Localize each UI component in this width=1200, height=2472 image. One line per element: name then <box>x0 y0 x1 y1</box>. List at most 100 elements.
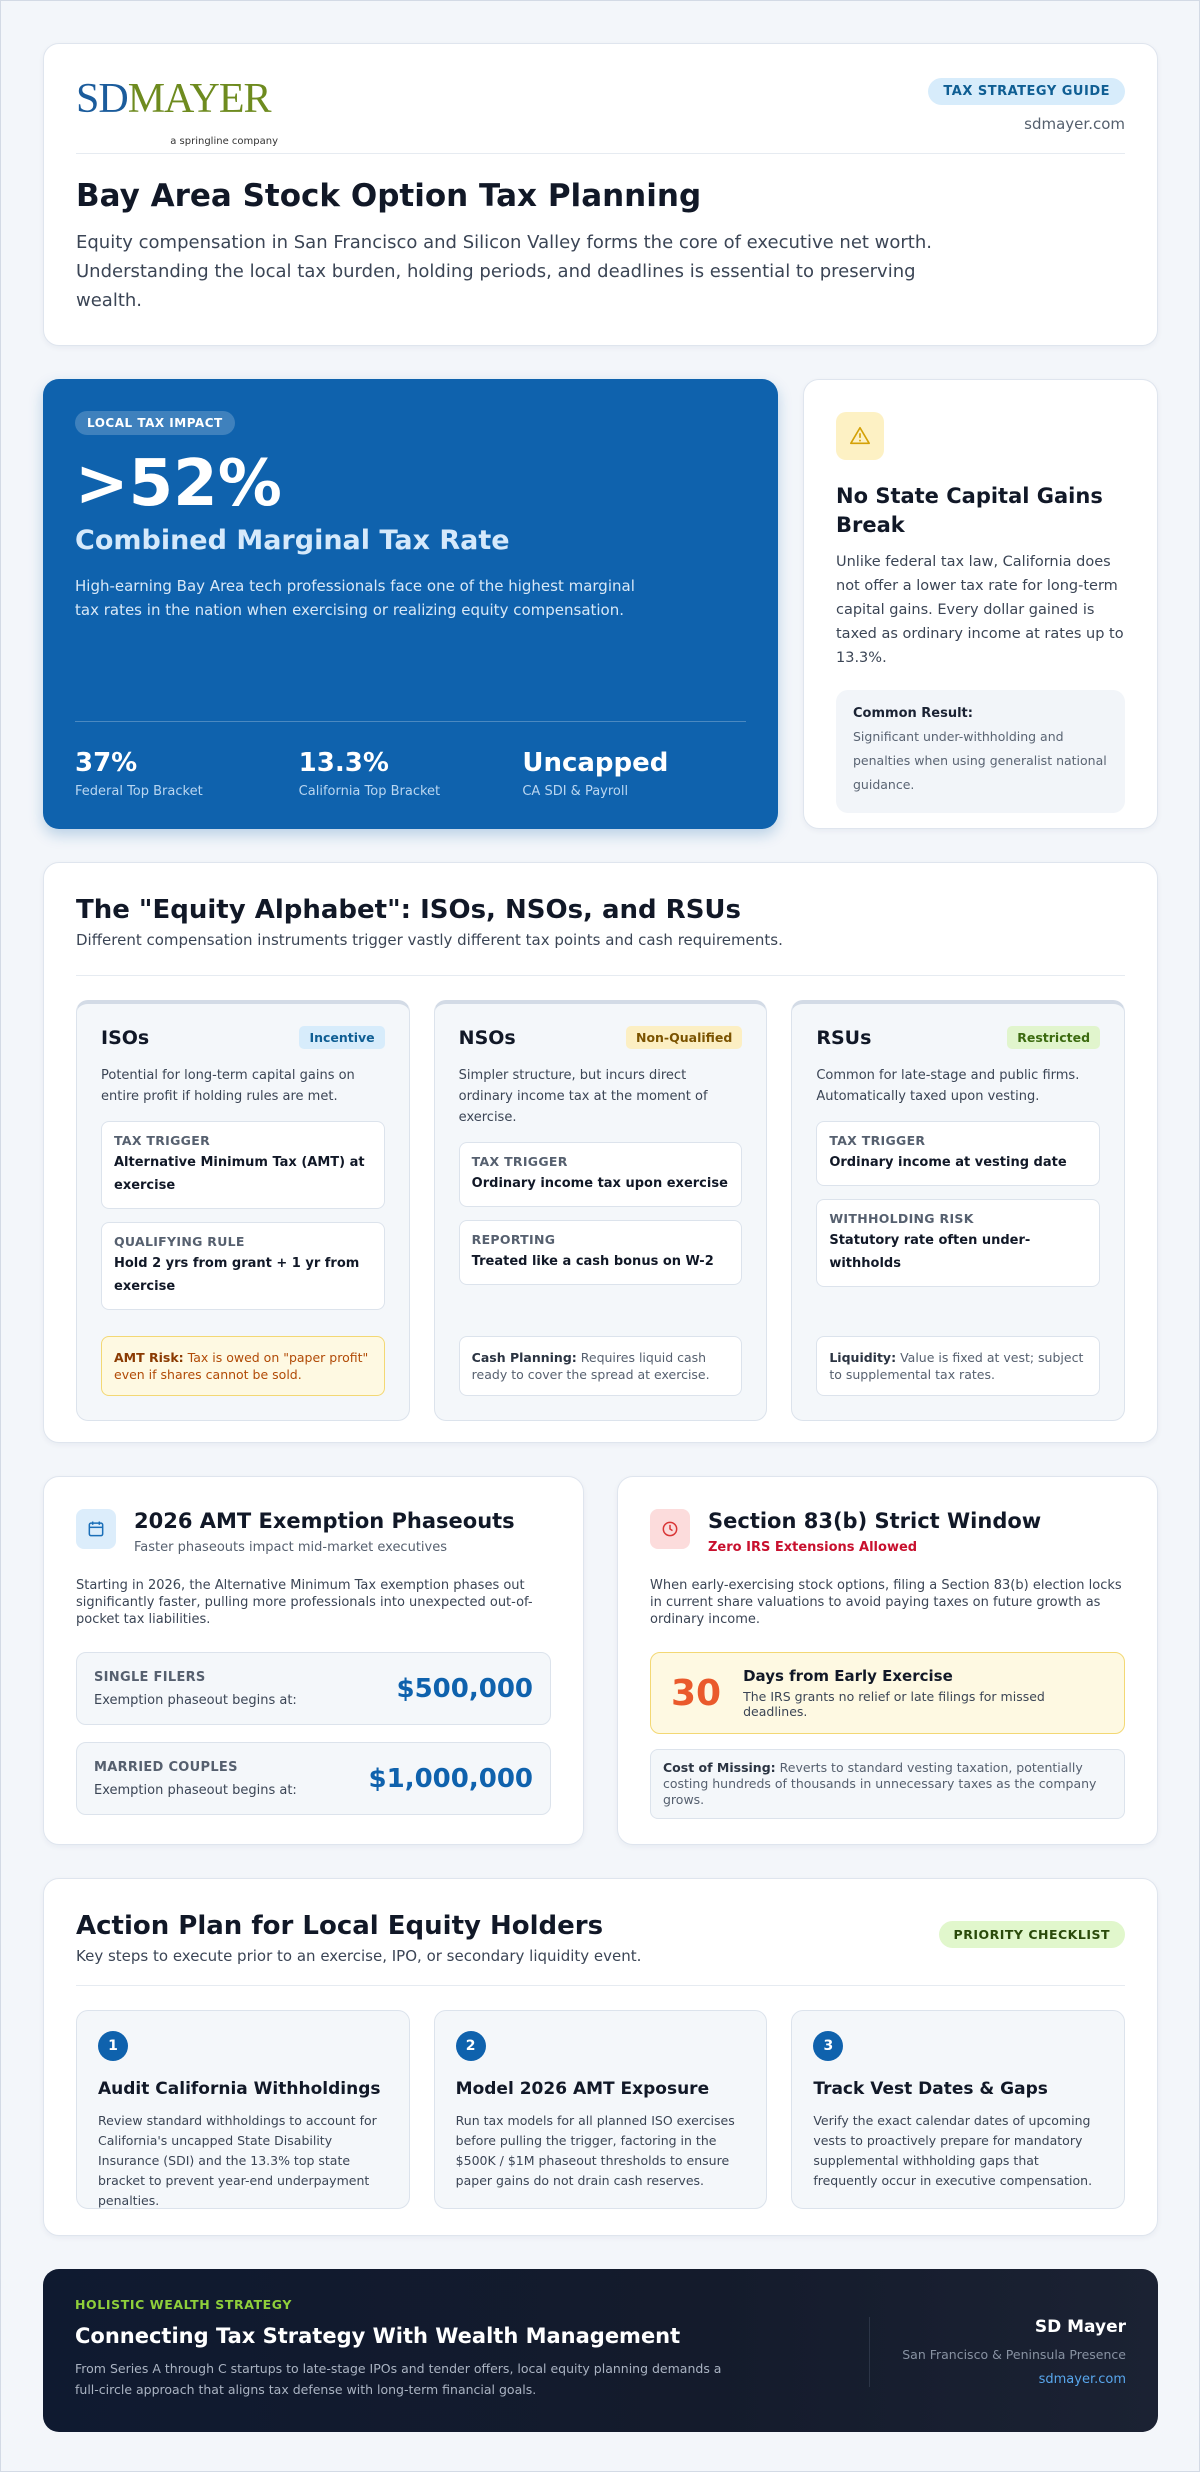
clock-glyph <box>662 1521 678 1537</box>
step-title: Model 2026 AMT Exposure <box>455 2079 710 2099</box>
phaseout-left: MARRIED COUPLES Exemption phaseout begins… <box>94 1760 297 1798</box>
instrument-note: Liquidity: Value is fixed at vest; subje… <box>816 1336 1101 1396</box>
calendar-glyph <box>88 1521 104 1537</box>
amt-rows: SINGLE FILERS Exemption phaseout begins a… <box>76 1652 551 1815</box>
item-label: REPORTING <box>471 1232 556 1247</box>
clock-icon <box>650 1509 690 1549</box>
item-value: Treated like a cash bonus on W-2 <box>471 1254 714 1269</box>
equity-cards: ISOs Incentive Potential for long-term cap… <box>76 1000 1126 1421</box>
instrument-item: WITHHOLDING RISK Statutory rate often und… <box>816 1199 1101 1287</box>
amt-card: 2026 AMT Exemption Phaseouts Faster phase… <box>43 1476 584 1845</box>
equity-instrument: RSUs Restricted Common for late-stage and … <box>791 1000 1126 1421</box>
item-label: WITHHOLDING RISK <box>829 1211 974 1226</box>
equity-instrument: ISOs Incentive Potential for long-term cap… <box>76 1000 410 1421</box>
footer-region: San Francisco & Peninsula Presence <box>902 2347 1126 2362</box>
amt-text: Starting in 2026, the Alternative Minimu… <box>76 1578 533 1627</box>
instrument-header: RSUs Restricted <box>816 1026 1101 1049</box>
step-text: Review standard withholdings to account … <box>98 2113 377 2208</box>
result-box: Common Result: Significant under-withhol… <box>836 690 1125 813</box>
footer-site: sdmayer.com <box>1038 2372 1126 2387</box>
days-text: The IRS grants no relief or late filings… <box>743 1689 1045 1719</box>
logo-mayer: MAYER <box>127 76 272 122</box>
logo-tagline: a springline company <box>170 136 278 147</box>
phaseout-amount: $1,000,000 <box>368 1763 533 1794</box>
item-label: TAX TRIGGER <box>114 1133 211 1148</box>
page-title: Bay Area Stock Option Tax Planning <box>76 178 702 214</box>
footer-right: SD Mayer San Francisco & Peninsula Prese… <box>869 2317 1126 2387</box>
equity-card: The "Equity Alphabet": ISOs, NSOs, and R… <box>43 862 1158 1443</box>
item-value: Alternative Minimum Tax (AMT) at exercis… <box>114 1155 365 1193</box>
stat: 37% Federal Top Bracket <box>75 748 299 799</box>
logo: SDMAYER a springline company <box>76 76 278 147</box>
instrument-header: ISOs Incentive <box>101 1026 385 1049</box>
note-label: Cash Planning: <box>471 1350 577 1365</box>
no-break-text: Unlike federal tax law, California does … <box>836 554 1124 666</box>
header-top: SDMAYER a springline company TAX STRATEGY… <box>76 74 1125 154</box>
instrument-header: NSOs Non-Qualified <box>459 1026 743 1049</box>
section-83b-card: Section 83(b) Strict Window Zero IRS Exte… <box>617 1476 1158 1845</box>
action-header: Action Plan for Local Equity Holders Key … <box>76 1911 1125 1986</box>
instrument-item: TAX TRIGGER Ordinary income tax upon exer… <box>458 1142 743 1207</box>
note-text: Tax is owed on "paper profit" even if sh… <box>114 1350 369 1382</box>
note-text: Requires liquid cash ready to cover the … <box>471 1350 710 1382</box>
section-83b-text: When early-exercising stock options, fil… <box>650 1578 1122 1627</box>
footer-eyebrow: HOLISTIC WEALTH STRATEGY <box>75 2297 293 2312</box>
instrument-name: ISOs <box>101 1026 150 1049</box>
step-title: Track Vest Dates & Gaps <box>813 2079 1048 2099</box>
note-label: Liquidity: <box>829 1350 897 1365</box>
days-box: 30 Days from Early Exercise The IRS grant… <box>650 1652 1125 1734</box>
phaseout-row: SINGLE FILERS Exemption phaseout begins a… <box>76 1652 551 1725</box>
instrument-text: Potential for long-term capital gains on… <box>101 1068 355 1104</box>
instrument-name: RSUs <box>816 1026 872 1049</box>
footer: HOLISTIC WEALTH STRATEGY Connecting Tax … <box>43 2269 1158 2432</box>
instrument-tag: Incentive <box>299 1026 385 1049</box>
item-label: TAX TRIGGER <box>829 1133 926 1148</box>
cost-label: Cost of Missing: <box>663 1760 776 1775</box>
warning-glyph <box>850 426 870 445</box>
equity-subtitle: Different compensation instruments trigg… <box>76 931 1125 976</box>
action-step: 3 Track Vest Dates & Gaps Verify the exact… <box>791 2010 1126 2209</box>
step-title: Audit California Withholdings <box>98 2079 381 2099</box>
note-label: AMT Risk: <box>114 1350 184 1365</box>
footer-left: HOLISTIC WEALTH STRATEGY Connecting Tax … <box>75 2297 735 2404</box>
instrument-item: REPORTING Treated like a cash bonus on W-… <box>458 1220 743 1285</box>
stat-label: CA SDI & Payroll <box>522 784 629 799</box>
warning-icon <box>836 412 884 460</box>
deadline-row: 2026 AMT Exemption Phaseouts Faster phase… <box>43 1476 1158 1845</box>
step-number: 1 <box>98 2031 128 2061</box>
phaseout-label: MARRIED COUPLES <box>94 1759 238 1775</box>
item-value: Statutory rate often under-withholds <box>829 1233 1031 1271</box>
instrument-item: TAX TRIGGER Ordinary income at vesting da… <box>816 1121 1101 1186</box>
action-steps: 1 Audit California Withholdings Review sta… <box>76 2010 1126 2209</box>
cost-box: Cost of Missing: Reverts to standard ves… <box>650 1749 1125 1819</box>
calendar-icon <box>76 1509 116 1549</box>
no-break-card: No State Capital Gains Break Unlike fede… <box>803 379 1158 829</box>
item-value: Ordinary income tax upon exercise <box>471 1176 728 1191</box>
item-value: Ordinary income at vesting date <box>829 1155 1067 1170</box>
intro: Equity compensation in San Francisco and… <box>76 232 932 311</box>
instrument-name: NSOs <box>458 1026 516 1049</box>
equity-title: The "Equity Alphabet": ISOs, NSOs, and R… <box>76 895 742 925</box>
hero-text: High-earning Bay Area tech professionals… <box>75 577 635 619</box>
hero-figure: >52% <box>75 447 282 521</box>
step-number: 3 <box>813 2031 844 2061</box>
checklist-badge: PRIORITY CHECKLIST <box>938 1921 1125 1948</box>
cost-text: Reverts to standard vesting taxation, po… <box>663 1760 1097 1807</box>
instrument-note: AMT Risk: Tax is owed on "paper profit" … <box>101 1336 385 1396</box>
instrument-tag: Restricted <box>1007 1026 1101 1049</box>
guide-badge: TAX STRATEGY GUIDE <box>928 78 1125 105</box>
phaseout-left: SINGLE FILERS Exemption phaseout begins a… <box>94 1670 297 1708</box>
item-label: TAX TRIGGER <box>471 1154 568 1169</box>
hero-card: LOCAL TAX IMPACT >52% Combined Marginal … <box>43 379 778 829</box>
hero-badge: LOCAL TAX IMPACT <box>75 411 235 435</box>
phaseout-label: SINGLE FILERS <box>94 1669 206 1685</box>
instrument-item: TAX TRIGGER Alternative Minimum Tax (AMT)… <box>101 1121 385 1209</box>
days-title: Days from Early Exercise <box>743 1667 953 1685</box>
instrument-tag: Non-Qualified <box>625 1026 743 1049</box>
footer-title: Connecting Tax Strategy With Wealth Mana… <box>75 2324 681 2348</box>
header-site: sdmayer.com <box>1024 115 1125 133</box>
header-right: TAX STRATEGY GUIDE sdmayer.com <box>928 74 1125 133</box>
instrument-text: Simpler structure, but incurs direct ord… <box>458 1068 708 1125</box>
